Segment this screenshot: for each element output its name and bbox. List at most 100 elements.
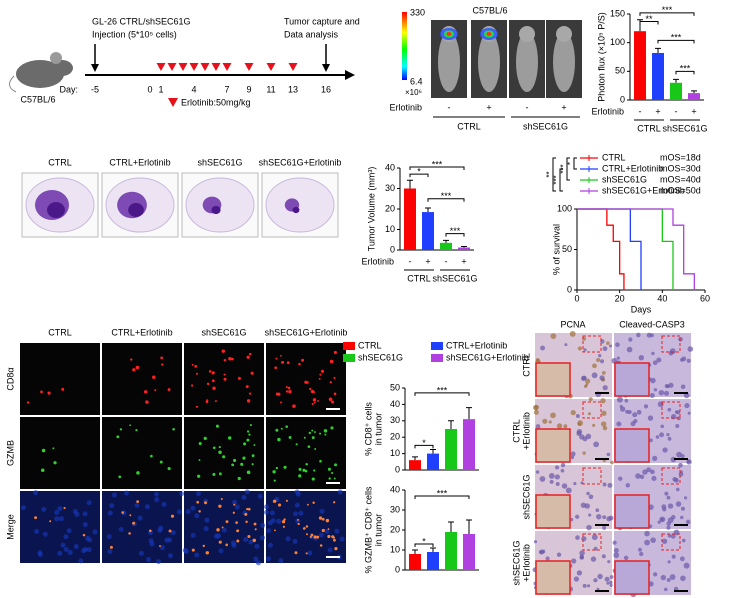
- signal-speckle: [331, 471, 334, 475]
- significance-label: ***: [441, 191, 452, 201]
- nucleus-speckle: [41, 506, 47, 512]
- signal-speckle: [243, 442, 247, 446]
- signal-speckle: [310, 533, 314, 537]
- signal-speckle: [302, 527, 306, 530]
- signal-speckle: [225, 520, 229, 524]
- signal-speckle: [285, 390, 289, 393]
- cell-nucleus: [570, 409, 576, 416]
- signal-speckle: [298, 467, 302, 471]
- nucleus-speckle: [232, 499, 238, 505]
- zoom-region: [661, 533, 681, 551]
- nucleus-speckle: [195, 491, 201, 497]
- legend-label: shSEC61G: [358, 352, 403, 362]
- cell-nucleus: [550, 412, 556, 419]
- signal-speckle: [317, 400, 319, 402]
- cell-nucleus: [627, 409, 632, 415]
- cell-nucleus: [646, 467, 652, 473]
- nucleus-speckle: [293, 511, 299, 517]
- ihc-row-label: CTRL: [521, 353, 531, 377]
- cell-nucleus: [545, 556, 550, 561]
- signal-speckle: [227, 436, 232, 440]
- cell-nucleus: [666, 495, 671, 500]
- cell-nucleus: [541, 549, 546, 554]
- significance-bracket: [657, 39, 695, 44]
- cell-nucleus: [675, 501, 682, 507]
- significance-bracket: [552, 157, 556, 192]
- nucleus-speckle: [33, 490, 39, 496]
- cell-nucleus: [667, 533, 672, 538]
- signal-speckle: [218, 450, 222, 455]
- signal-speckle: [329, 381, 332, 384]
- nucleus-speckle: [158, 525, 164, 531]
- nucleus-speckle: [176, 509, 182, 515]
- cell-nucleus: [602, 515, 607, 520]
- signal-speckle: [333, 536, 336, 539]
- signal-speckle: [237, 376, 241, 380]
- cell-nucleus: [616, 356, 620, 360]
- bar: [427, 552, 439, 570]
- nucleus-speckle: [138, 550, 144, 556]
- cell-nucleus: [675, 410, 681, 415]
- cell-nucleus: [582, 451, 586, 455]
- nucleus-speckle: [146, 556, 152, 562]
- bar: [404, 188, 416, 250]
- signal-speckle: [321, 528, 325, 533]
- nucleus-speckle: [85, 535, 91, 541]
- signal-speckle: [152, 375, 156, 379]
- nucleus-speckle: [334, 528, 340, 534]
- colorbar-max: 330: [410, 7, 425, 17]
- zoom-region: [661, 467, 681, 485]
- signal-speckle: [333, 501, 336, 504]
- survival-curve: [577, 208, 642, 290]
- bar: [422, 212, 434, 250]
- signal-speckle: [311, 477, 315, 481]
- cell-nucleus: [579, 550, 585, 556]
- legend-label: shSEC61G+Erlotinib: [446, 352, 529, 362]
- significance-label: *: [422, 438, 426, 448]
- cell-nucleus: [675, 423, 680, 428]
- cell-nucleus: [667, 503, 674, 509]
- nucleus-speckle: [294, 502, 300, 508]
- cell-nucleus: [660, 424, 665, 429]
- nucleus-speckle: [57, 550, 63, 556]
- cell-nucleus: [678, 462, 683, 468]
- signal-speckle: [285, 386, 288, 389]
- signal-speckle: [129, 514, 132, 517]
- cell-nucleus: [596, 514, 602, 520]
- nucleus-speckle: [260, 522, 266, 528]
- nucleus-speckle: [73, 544, 79, 550]
- signal-speckle: [233, 458, 237, 462]
- error-bar: [430, 547, 436, 552]
- signal-speckle: [247, 534, 251, 538]
- signal-speckle: [40, 468, 45, 473]
- signal-speckle: [318, 516, 323, 520]
- significance-bracket: [414, 444, 434, 449]
- signal-speckle: [313, 401, 316, 404]
- signal-speckle: [49, 520, 52, 523]
- cell-nucleus: [679, 470, 683, 474]
- nucleus-speckle: [266, 556, 272, 562]
- ihc-column-label: PCNA: [560, 319, 585, 329]
- signal-speckle: [143, 390, 148, 394]
- cell-nucleus: [630, 421, 636, 427]
- cell-nucleus: [687, 346, 694, 352]
- if-image: [20, 417, 100, 489]
- y-tick-label: 10: [390, 544, 400, 554]
- nucleus-speckle: [63, 534, 69, 540]
- nucleus-speckle: [60, 542, 66, 548]
- cell-nucleus: [606, 452, 611, 457]
- cell-nucleus: [670, 533, 676, 539]
- nucleus-speckle: [109, 503, 115, 509]
- cell-nucleus: [601, 371, 606, 375]
- zoom-inset: [614, 560, 650, 595]
- cell-nucleus: [601, 554, 606, 559]
- significance-label: ***: [437, 385, 448, 395]
- cell-nucleus: [649, 393, 655, 399]
- nucleus-speckle: [34, 528, 40, 534]
- mouse-body: [438, 32, 460, 92]
- y-tick-label: 40: [390, 484, 400, 494]
- day-tick-label: 0: [147, 84, 152, 94]
- x-tick-label: 20: [615, 293, 625, 303]
- signal-speckle: [247, 507, 251, 511]
- signal-speckle: [237, 476, 241, 481]
